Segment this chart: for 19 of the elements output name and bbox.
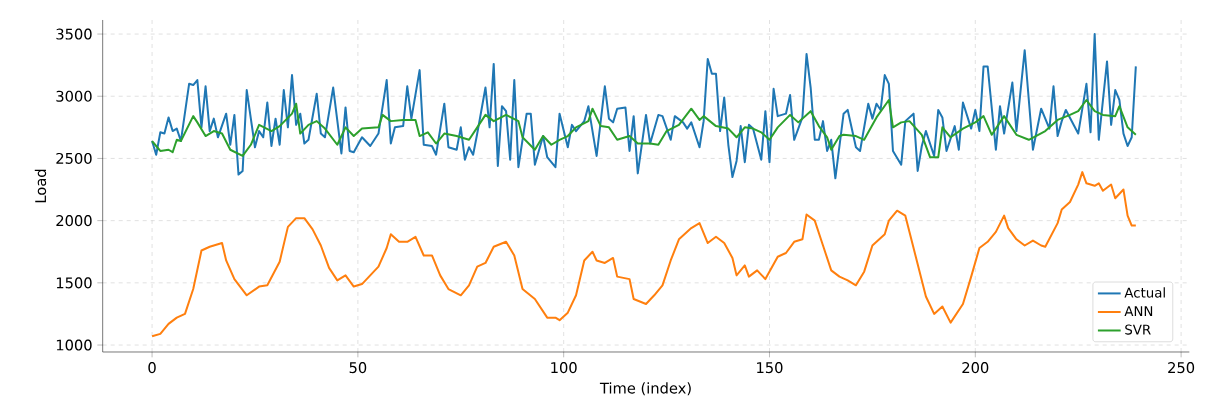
y-axis-title: Load <box>34 169 47 203</box>
line-series <box>151 98 1137 159</box>
y-tick-label: 2500 <box>56 152 92 164</box>
legend-label: SVR <box>1125 324 1151 335</box>
y-tick-label: 3000 <box>56 90 92 102</box>
x-tick-label: 100 <box>551 362 577 374</box>
x-tick-label: 200 <box>962 362 989 374</box>
legend-label: Actual <box>1124 287 1165 298</box>
legend-label: ANN <box>1124 306 1153 316</box>
line-series <box>151 33 1137 180</box>
x-tick-label: 50 <box>349 362 367 374</box>
y-tick-label: 2000 <box>56 215 92 227</box>
y-tick-label: 1000 <box>56 339 92 351</box>
y-tick-label: 3500 <box>56 28 92 40</box>
y-tick-label: 1500 <box>56 277 92 289</box>
x-tick-label: 150 <box>757 362 783 374</box>
x-axis-title: Time (index) <box>599 382 691 396</box>
x-tick-label: 0 <box>148 362 156 374</box>
x-tick-label: 250 <box>1168 362 1195 374</box>
